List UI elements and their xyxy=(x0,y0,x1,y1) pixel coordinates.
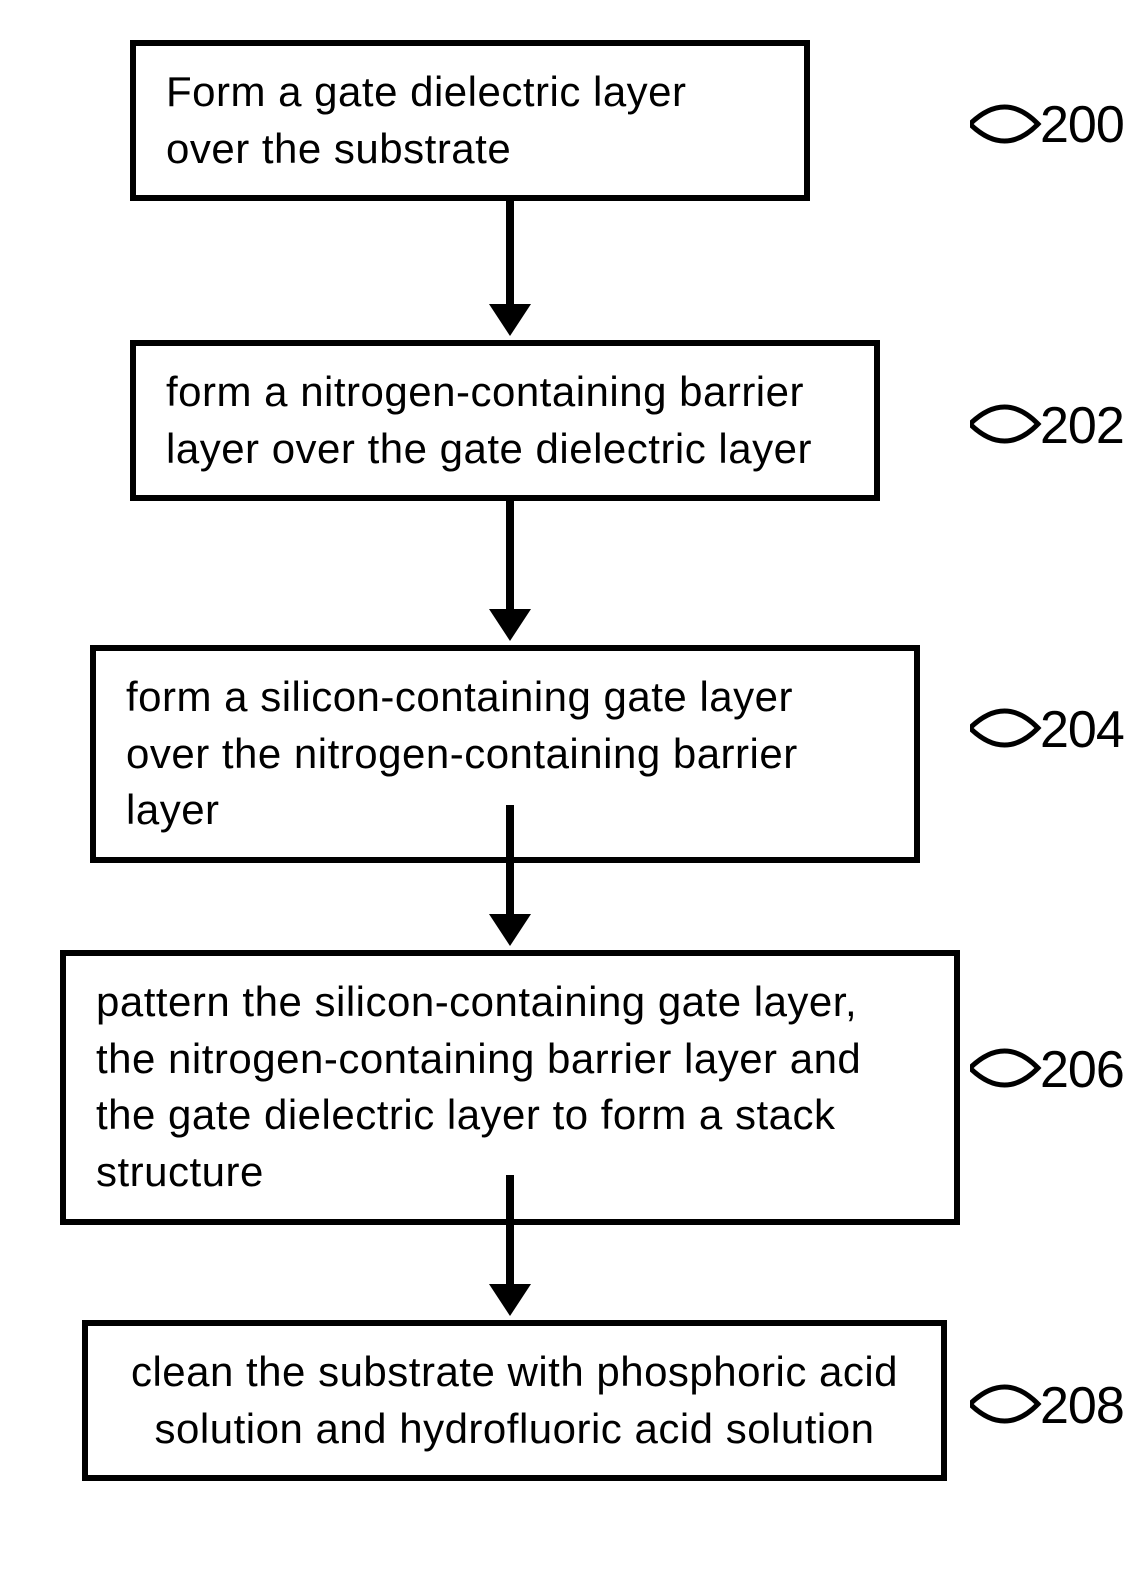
step-text: pattern the silicon-containing gate laye… xyxy=(96,978,861,1195)
step-text: form a nitrogen-containing barrier layer… xyxy=(166,368,812,472)
label-connector-2 xyxy=(970,698,1050,758)
flowchart-step-2: form a silicon-containing gate layer ove… xyxy=(90,645,920,863)
label-connector-0 xyxy=(970,94,1050,154)
label-connector-1 xyxy=(970,394,1050,454)
flowchart-arrow-2 xyxy=(506,805,514,918)
step-text: clean the substrate with phosphoric acid… xyxy=(131,1348,898,1452)
step-label-4: 208 xyxy=(1040,1376,1124,1436)
label-connector-4 xyxy=(970,1374,1050,1434)
step-text: form a silicon-containing gate layer ove… xyxy=(126,673,798,833)
step-label-1: 202 xyxy=(1040,396,1124,456)
step-text: Form a gate dielectric layer over the su… xyxy=(166,68,687,172)
flowchart-arrow-0 xyxy=(506,195,514,308)
step-label-0: 200 xyxy=(1040,95,1124,155)
label-connector-3 xyxy=(970,1038,1050,1098)
flowchart-step-0: Form a gate dielectric layer over the su… xyxy=(130,40,810,201)
flowchart-step-1: form a nitrogen-containing barrier layer… xyxy=(130,340,880,501)
flowchart-arrow-1 xyxy=(506,500,514,613)
step-label-2: 204 xyxy=(1040,700,1124,760)
flowchart-step-4: clean the substrate with phosphoric acid… xyxy=(82,1320,947,1481)
flowchart-arrow-3 xyxy=(506,1175,514,1288)
step-label-3: 206 xyxy=(1040,1040,1124,1100)
